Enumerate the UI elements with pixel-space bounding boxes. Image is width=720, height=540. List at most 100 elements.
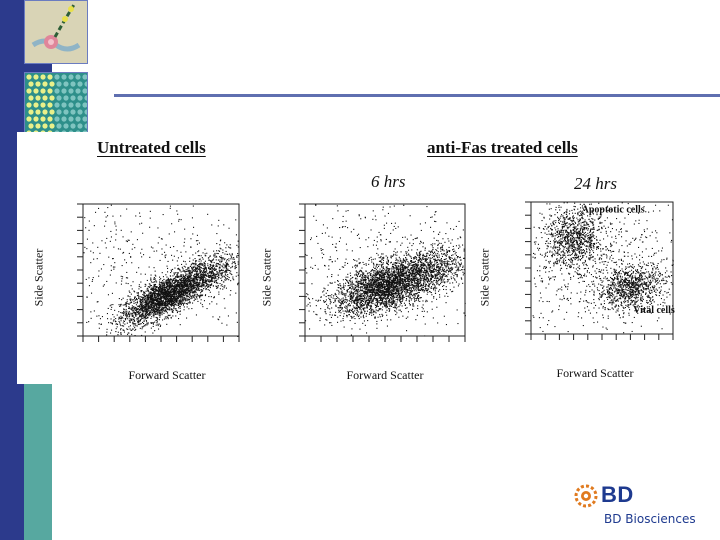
data-point xyxy=(123,320,125,322)
data-point xyxy=(229,244,231,246)
data-point xyxy=(427,272,429,274)
data-point xyxy=(179,270,181,272)
data-point xyxy=(196,295,198,297)
data-point xyxy=(180,288,182,290)
data-point xyxy=(104,211,106,213)
data-point xyxy=(413,267,415,269)
data-point xyxy=(219,267,221,269)
data-point xyxy=(171,308,173,310)
data-point xyxy=(188,297,190,299)
data-point xyxy=(183,284,185,286)
data-point xyxy=(216,250,218,252)
data-point xyxy=(152,300,154,302)
data-point xyxy=(188,272,190,274)
data-point xyxy=(191,269,193,271)
data-point xyxy=(202,280,204,282)
data-point xyxy=(169,205,171,207)
data-point xyxy=(190,291,192,293)
data-point xyxy=(147,297,149,299)
data-point xyxy=(147,299,149,301)
data-point xyxy=(215,269,217,271)
data-point xyxy=(171,304,173,306)
data-point xyxy=(212,285,214,287)
data-point xyxy=(93,225,95,227)
data-point xyxy=(140,318,142,320)
data-point xyxy=(95,211,97,213)
data-point xyxy=(329,311,331,313)
data-point xyxy=(129,291,131,293)
data-point xyxy=(191,288,193,290)
data-point xyxy=(357,286,359,288)
data-point xyxy=(385,287,387,289)
data-point xyxy=(169,293,171,295)
data-point xyxy=(142,326,144,328)
data-point xyxy=(190,298,192,300)
data-point xyxy=(192,254,194,256)
data-point xyxy=(200,271,202,273)
data-point xyxy=(143,292,145,294)
data-point xyxy=(115,318,117,320)
data-point xyxy=(237,246,239,248)
data-point xyxy=(141,222,143,224)
data-point xyxy=(160,309,162,311)
data-point xyxy=(156,299,158,301)
data-point xyxy=(113,246,115,248)
data-point xyxy=(153,267,155,269)
data-point xyxy=(237,263,239,265)
data-point xyxy=(185,286,187,288)
data-point xyxy=(163,295,165,297)
data-point xyxy=(360,274,362,276)
data-point xyxy=(134,247,136,249)
data-point xyxy=(152,281,154,283)
data-point xyxy=(205,271,207,273)
data-point xyxy=(134,335,136,337)
data-point xyxy=(180,297,182,299)
data-point xyxy=(213,273,215,275)
data-point xyxy=(146,310,148,312)
data-point xyxy=(153,291,155,293)
data-point xyxy=(162,284,164,286)
data-point xyxy=(157,290,159,292)
data-point xyxy=(122,322,124,324)
data-point xyxy=(356,304,358,306)
data-point xyxy=(381,302,383,304)
data-point xyxy=(151,293,153,295)
data-point xyxy=(194,291,196,293)
data-point xyxy=(202,258,204,260)
data-point xyxy=(354,299,356,301)
data-point xyxy=(127,277,129,279)
data-point xyxy=(174,277,176,279)
data-point xyxy=(167,284,169,286)
data-point xyxy=(380,255,382,257)
data-point xyxy=(201,279,203,281)
data-point xyxy=(134,299,136,301)
data-point xyxy=(201,257,203,259)
data-point xyxy=(361,294,363,296)
data-point xyxy=(220,265,222,267)
data-point xyxy=(147,286,149,288)
data-point xyxy=(431,271,433,273)
data-point xyxy=(145,314,147,316)
data-point xyxy=(145,310,147,312)
data-point xyxy=(180,279,182,281)
data-point xyxy=(361,275,363,277)
data-point xyxy=(366,306,368,308)
data-point xyxy=(122,252,124,254)
data-point xyxy=(172,268,174,270)
data-point xyxy=(400,270,402,272)
data-point xyxy=(440,276,442,278)
data-point xyxy=(156,304,158,306)
data-point xyxy=(217,285,219,287)
data-point xyxy=(341,290,343,292)
data-point xyxy=(171,296,173,298)
data-point xyxy=(363,272,365,274)
data-point xyxy=(184,278,186,280)
data-point xyxy=(172,287,174,289)
data-point xyxy=(164,255,166,257)
data-point xyxy=(184,299,186,301)
data-point xyxy=(174,300,176,302)
data-point xyxy=(191,291,193,293)
data-point xyxy=(424,275,426,277)
data-point xyxy=(145,320,147,322)
data-point xyxy=(219,247,221,249)
